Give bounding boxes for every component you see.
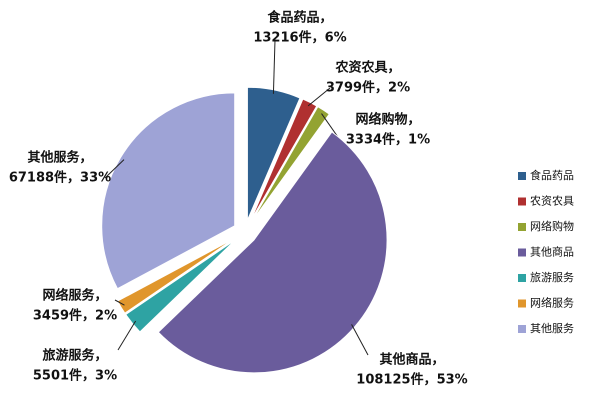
pie-slice — [246, 86, 301, 221]
leader-line — [272, 39, 276, 94]
legend-swatch — [518, 299, 526, 308]
legend-label: 农资农具 — [530, 194, 574, 208]
leader-line — [351, 324, 369, 356]
pie-slice — [251, 105, 331, 223]
data-label-title: 网络服务， — [42, 288, 107, 304]
legend-label: 网络购物 — [530, 219, 574, 233]
leader-line — [117, 320, 137, 351]
legend-label: 食品药品 — [530, 168, 574, 182]
data-label: 108125件，53% — [356, 372, 467, 388]
data-label: 3459件，2% — [33, 308, 117, 324]
pie-slice — [157, 131, 388, 374]
pie-slice — [249, 98, 318, 222]
data-label: 3799件，2% — [326, 80, 410, 96]
leader-line — [307, 87, 331, 107]
legend-swatch — [518, 197, 526, 206]
pie-slice — [125, 239, 237, 333]
data-label-title: 农资农具， — [334, 60, 400, 76]
legend-label: 网络服务 — [530, 296, 574, 310]
leader-line — [104, 159, 125, 179]
data-label-title: 旅游服务， — [42, 348, 107, 364]
legend-label: 其他服务 — [530, 322, 574, 335]
legend-swatch — [518, 248, 526, 257]
data-label-title: 其他服务， — [27, 150, 92, 166]
data-label: 3334件，1% — [346, 132, 430, 148]
legend-label: 旅游服务 — [530, 270, 574, 284]
legend-swatch — [518, 223, 526, 231]
leader-line — [114, 299, 125, 306]
legend-swatch — [518, 172, 526, 180]
data-label-title: 其他商品， — [379, 352, 444, 368]
legend-label: 其他商品 — [530, 245, 574, 259]
pie-slice — [101, 92, 236, 290]
data-label-title: 食品药品， — [267, 10, 332, 26]
legend-swatch — [518, 325, 526, 333]
data-label: 13216件，6% — [253, 30, 346, 46]
data-label-title: 网络购物， — [355, 112, 420, 128]
data-label: 67188件，33% — [9, 170, 111, 186]
data-label: 5501件，3% — [33, 368, 117, 384]
legend-swatch — [518, 274, 526, 282]
